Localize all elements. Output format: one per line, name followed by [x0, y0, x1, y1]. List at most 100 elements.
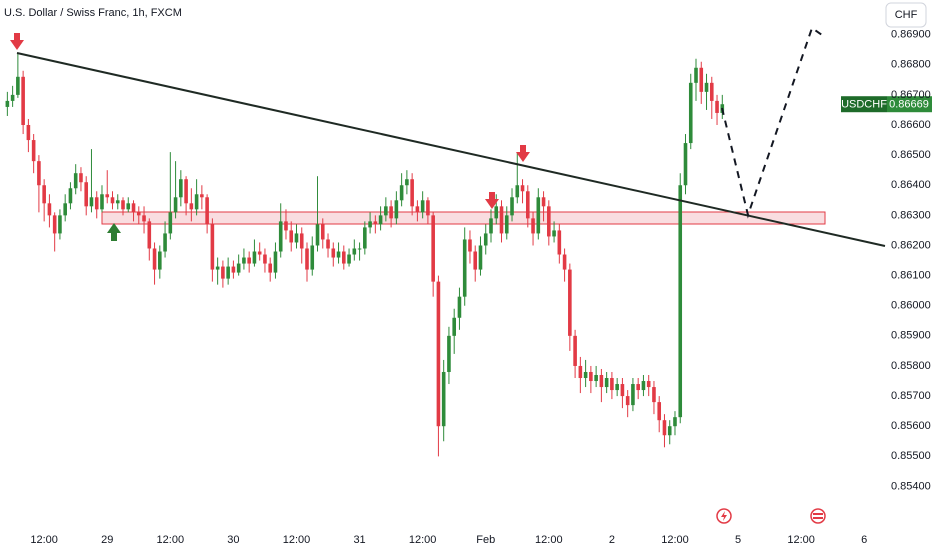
candle-body — [657, 402, 662, 421]
sell-arrow — [10, 33, 24, 50]
candle-body — [457, 296, 462, 318]
candle-body — [26, 125, 31, 141]
candle-body — [520, 185, 525, 192]
candle-body — [363, 227, 367, 249]
event-icon[interactable] — [810, 508, 826, 524]
candle-body — [210, 224, 215, 270]
candle-body — [547, 206, 551, 237]
candle-body — [678, 185, 683, 418]
support-zone — [101, 211, 826, 225]
x-tick-label: 29 — [101, 534, 113, 546]
candle-body — [152, 248, 157, 270]
candle-body — [315, 224, 320, 246]
candle-body — [562, 254, 567, 270]
candle-body — [589, 371, 593, 382]
candle-body — [447, 335, 451, 372]
candle-body — [131, 203, 136, 213]
x-tick-label: 12:00 — [409, 534, 437, 546]
candle-body — [694, 67, 698, 83]
symbol-badge — [841, 96, 887, 113]
projection-path — [721, 26, 823, 219]
candle-body — [373, 221, 378, 225]
candle-body — [615, 384, 619, 391]
candle-body — [68, 188, 73, 204]
candle-body — [336, 251, 341, 258]
candle-body — [415, 206, 420, 213]
candle-body — [42, 185, 46, 204]
candle-body — [683, 143, 688, 186]
x-tick-label: 6 — [861, 534, 867, 546]
candle-body — [31, 140, 36, 162]
candle-body — [179, 179, 183, 198]
candle-body — [289, 230, 294, 243]
candle-body — [294, 233, 299, 243]
y-tick-label: 0.86300 — [891, 209, 931, 221]
candle-body — [284, 221, 288, 231]
x-tick-label: 30 — [227, 534, 239, 546]
candle-body — [126, 203, 131, 210]
x-tick-label: 2 — [609, 534, 615, 546]
y-tick-label: 0.85500 — [891, 450, 931, 462]
candle-body — [357, 248, 362, 250]
candle-body — [278, 221, 283, 252]
x-tick-label: 12:00 — [283, 534, 311, 546]
candle-body — [52, 215, 57, 234]
candle-body — [631, 384, 635, 406]
candle-body — [646, 381, 651, 388]
candles — [5, 52, 725, 457]
currency-label[interactable]: CHF — [895, 9, 918, 21]
candle-body — [347, 254, 351, 264]
candle-body — [89, 197, 94, 207]
candle-body — [84, 182, 89, 207]
x-tick-label: Feb — [476, 534, 495, 546]
candle-body — [247, 257, 251, 264]
candle-body — [341, 251, 346, 264]
y-tick-label: 0.86400 — [891, 179, 931, 191]
candle-body — [5, 100, 10, 107]
candle-body — [604, 378, 609, 388]
candle-body — [63, 203, 67, 216]
candle-body — [715, 100, 719, 113]
candle-body — [662, 420, 667, 436]
candle-body — [257, 251, 262, 255]
candle-body — [399, 185, 404, 201]
candle-body — [405, 179, 409, 186]
candle-body — [368, 221, 372, 228]
candle-body — [494, 206, 499, 219]
event-icon[interactable] — [716, 508, 732, 524]
x-tick-label: 12:00 — [157, 534, 185, 546]
candle-body — [499, 206, 504, 234]
buy-arrow — [107, 223, 121, 241]
candle-body — [226, 266, 230, 279]
candle-body — [299, 233, 304, 249]
candle-body — [326, 239, 330, 249]
y-tick-label: 0.86600 — [891, 119, 931, 131]
candle-body — [420, 200, 425, 213]
candle-body — [378, 215, 383, 225]
y-tick-label: 0.85400 — [891, 480, 931, 492]
candle-body — [473, 251, 478, 270]
chart-title: U.S. Dollar / Swiss Franc, 1h, FXCM — [4, 7, 182, 19]
candle-body — [573, 335, 577, 366]
symbol-label: USDCHF — [841, 99, 887, 111]
candle-body — [194, 194, 199, 210]
x-tick-label: 12:00 — [787, 534, 815, 546]
y-tick-label: 0.86800 — [891, 59, 931, 71]
candle-body — [320, 224, 325, 240]
candle-body — [667, 426, 672, 436]
currency-button[interactable] — [885, 2, 927, 28]
candle-body — [73, 173, 78, 189]
sell-arrow — [485, 192, 499, 209]
candle-body — [594, 375, 598, 382]
candle-body — [515, 185, 520, 198]
candle-body — [452, 317, 456, 336]
candle-body — [384, 206, 388, 216]
candle-body — [436, 281, 441, 427]
candle-body — [426, 200, 430, 216]
candle-body — [242, 257, 246, 264]
candle-body — [331, 248, 336, 258]
candle-body — [189, 203, 194, 210]
last-price: 0.86669 — [889, 99, 929, 111]
candle-body — [173, 197, 178, 213]
